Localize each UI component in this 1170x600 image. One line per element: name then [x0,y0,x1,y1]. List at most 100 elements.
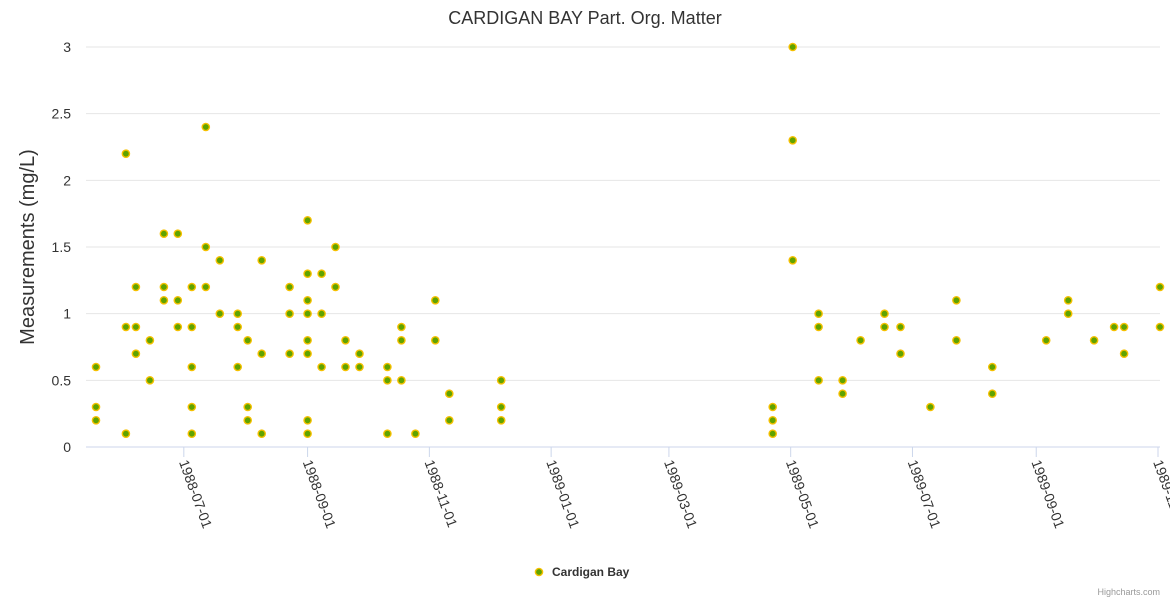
data-point[interactable] [952,295,961,305]
data-point[interactable] [1155,322,1165,332]
data-point[interactable] [303,215,312,225]
data-point[interactable] [988,389,997,399]
data-point[interactable] [838,375,847,385]
data-point[interactable] [1109,322,1119,332]
data-point[interactable] [768,429,778,439]
data-point[interactable] [952,335,961,345]
data-point[interactable] [303,295,312,305]
data-point[interactable] [303,429,312,439]
data-point[interactable] [131,282,141,292]
data-point[interactable] [215,309,225,319]
data-point[interactable] [91,362,101,372]
data-point[interactable] [303,415,312,425]
data-point[interactable] [383,429,392,439]
data-point[interactable] [121,429,131,439]
data-point[interactable] [988,362,997,372]
data-point[interactable] [1063,295,1073,305]
data-point[interactable] [187,282,197,292]
data-point[interactable] [444,389,454,399]
data-point[interactable] [145,335,155,345]
data-point[interactable] [331,282,340,292]
legend-item-cardigan-bay[interactable]: Cardigan Bay [552,565,630,579]
data-point[interactable] [814,322,823,332]
data-point[interactable] [201,282,211,292]
data-point[interactable] [187,362,197,372]
data-point[interactable] [121,149,131,158]
data-point[interactable] [215,255,225,265]
data-point[interactable] [243,402,252,412]
data-point[interactable] [285,282,294,292]
data-point[interactable] [303,335,312,345]
data-point[interactable] [444,415,454,425]
data-point[interactable] [880,322,889,332]
data-point[interactable] [131,349,141,359]
data-point[interactable] [788,135,798,145]
data-point[interactable] [159,229,169,238]
data-point[interactable] [257,429,267,439]
data-point[interactable] [243,335,252,345]
data-point[interactable] [397,375,406,385]
data-point[interactable] [383,375,392,385]
data-point[interactable] [201,122,211,132]
data-point[interactable] [187,429,197,439]
data-point[interactable] [496,415,506,425]
data-point[interactable] [430,295,440,305]
data-point[interactable] [243,415,252,425]
data-point[interactable] [1063,309,1073,319]
legend[interactable]: Cardigan Bay [534,565,630,579]
data-point[interactable] [331,242,340,252]
data-point[interactable] [173,295,183,305]
data-point[interactable] [1089,335,1099,345]
data-point[interactable] [1119,322,1129,332]
data-point[interactable] [788,255,798,265]
data-point[interactable] [257,255,267,265]
data-point[interactable] [91,415,101,425]
data-point[interactable] [201,242,211,252]
data-point[interactable] [285,349,294,359]
data-point[interactable] [1155,282,1165,292]
data-point[interactable] [856,335,865,345]
data-point[interactable] [187,322,197,332]
data-point[interactable] [303,349,312,359]
data-point[interactable] [430,335,440,345]
data-point[interactable] [383,362,392,372]
data-point[interactable] [411,429,420,439]
data-point[interactable] [397,322,406,332]
credits-link[interactable]: Highcharts.com [1097,587,1160,597]
data-point[interactable] [768,415,778,425]
data-point[interactable] [159,282,169,292]
data-point[interactable] [355,362,364,372]
data-point[interactable] [397,335,406,345]
data-point[interactable] [159,295,169,305]
data-point[interactable] [91,402,101,412]
data-point[interactable] [233,322,242,332]
data-point[interactable] [788,42,798,52]
data-point[interactable] [814,309,823,319]
data-point[interactable] [341,335,350,345]
data-point[interactable] [1041,335,1051,345]
data-point[interactable] [355,349,364,359]
data-point[interactable] [896,349,905,359]
data-point[interactable] [145,375,155,385]
data-point[interactable] [896,322,905,332]
data-point[interactable] [187,402,197,412]
data-point[interactable] [880,309,889,319]
data-point[interactable] [814,375,823,385]
data-point[interactable] [121,322,131,332]
data-point[interactable] [173,229,183,238]
data-point[interactable] [303,309,312,319]
data-point[interactable] [233,309,242,319]
data-point[interactable] [173,322,183,332]
data-point[interactable] [926,402,935,412]
data-point[interactable] [317,269,326,279]
data-point[interactable] [317,309,326,319]
data-point[interactable] [1119,349,1129,359]
data-point[interactable] [838,389,847,399]
data-point[interactable] [257,349,267,359]
data-point[interactable] [496,402,506,412]
data-point[interactable] [317,362,326,372]
data-point[interactable] [285,309,294,319]
data-point[interactable] [131,322,141,332]
data-point[interactable] [233,362,242,372]
data-point[interactable] [496,375,506,385]
